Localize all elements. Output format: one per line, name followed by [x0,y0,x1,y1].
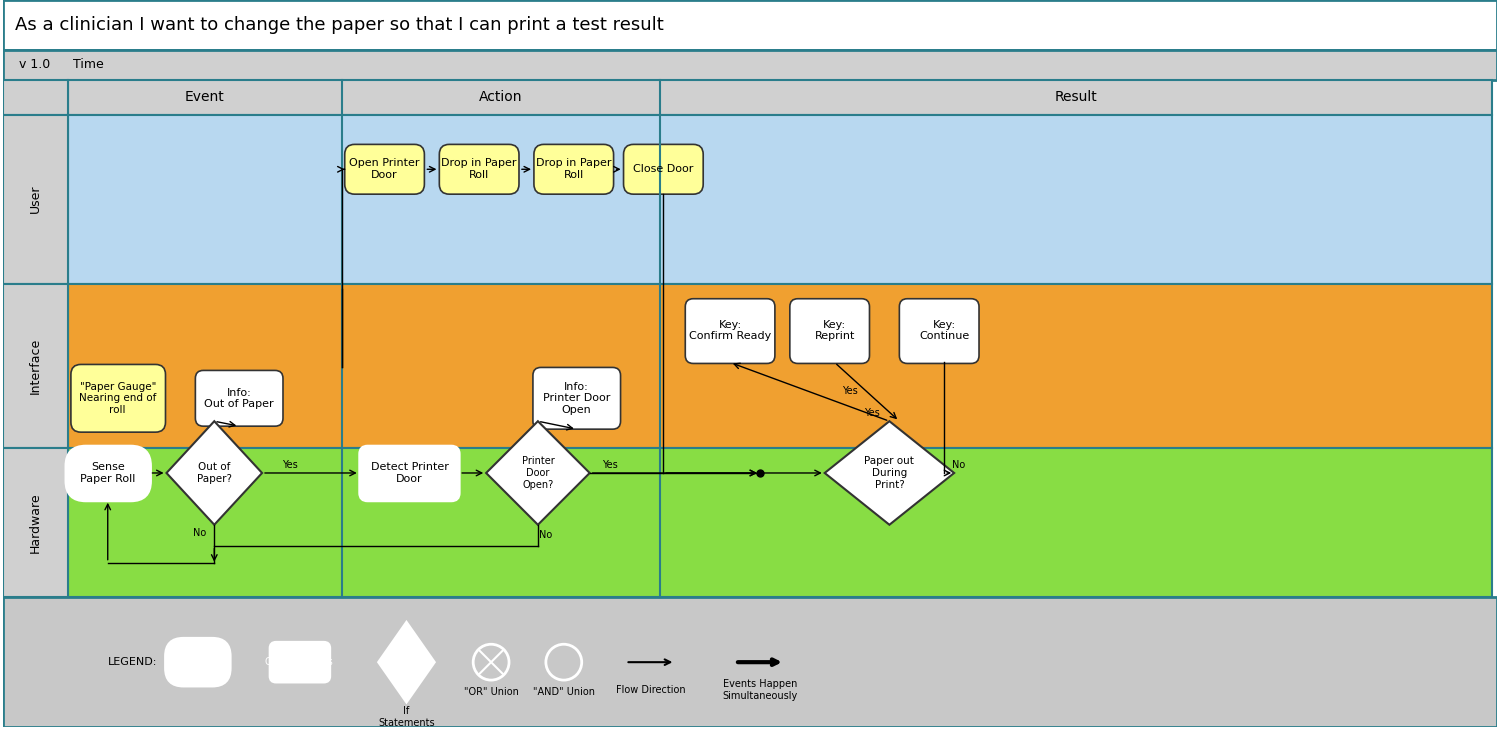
Text: Action: Action [480,90,524,104]
Bar [3,115,68,284]
Text: No: No [538,530,552,539]
Text: General Tasks: General Tasks [266,657,333,667]
FancyBboxPatch shape [686,299,776,364]
Text: Interface: Interface [28,338,42,394]
FancyBboxPatch shape [624,145,704,194]
Polygon shape [486,421,590,525]
Text: "OR" Union: "OR" Union [464,687,519,697]
Bar [3,448,68,597]
Text: As a clinician I want to change the paper so that I can print a test result: As a clinician I want to change the pape… [15,16,664,34]
FancyBboxPatch shape [70,364,165,432]
Text: v 1.0: v 1.0 [20,58,51,72]
Text: Event: Event [184,90,225,104]
Text: User: User [28,185,42,213]
Bar [3,284,68,448]
Bar [3,0,1497,50]
Text: Flow Direction: Flow Direction [615,685,686,695]
Bar [68,115,1492,284]
Text: Close Door: Close Door [633,164,693,174]
Bar [3,50,1497,80]
Text: "AND" Union: "AND" Union [532,687,596,697]
Text: Key:
Confirm Ready: Key: Confirm Ready [688,320,771,342]
FancyBboxPatch shape [440,145,519,194]
Text: Key:
Reprint: Key: Reprint [815,320,855,342]
Text: Info:
Out of Paper: Info: Out of Paper [204,388,274,409]
Text: Yes: Yes [602,460,618,470]
Text: Printer
Door
Open?: Printer Door Open? [522,456,555,490]
Text: Drop in Paper
Roll: Drop in Paper Roll [536,158,612,180]
Text: Result: Result [1054,90,1098,104]
Polygon shape [825,421,954,525]
Text: Out of
Paper?: Out of Paper? [196,462,232,484]
FancyBboxPatch shape [345,145,424,194]
Text: No: No [192,528,206,538]
Text: Yes: Yes [864,408,879,418]
Bar [68,448,1492,597]
Bar [68,80,1492,115]
FancyBboxPatch shape [270,642,330,682]
FancyBboxPatch shape [360,446,459,501]
Text: Key:
Continue: Key: Continue [920,320,969,342]
Text: Detect Printer
Door: Detect Printer Door [370,462,448,484]
Text: Drop in Paper
Roll: Drop in Paper Roll [441,158,518,180]
Text: Hardware: Hardware [28,493,42,553]
FancyBboxPatch shape [534,145,614,194]
Text: "Paper Gauge"
Nearing end of
roll: "Paper Gauge" Nearing end of roll [80,382,156,415]
Bar [3,80,68,115]
Text: LEGEND:: LEGEND: [108,657,158,667]
Text: Info:
Printer Door
Open: Info: Printer Door Open [543,382,610,415]
Text: Open Printer
Door: Open Printer Door [350,158,420,180]
Polygon shape [166,421,262,525]
Text: Paper out
During
Print?: Paper out During Print? [864,456,915,490]
Text: Yes: Yes [282,460,298,470]
FancyBboxPatch shape [66,446,150,501]
FancyBboxPatch shape [165,638,230,686]
Text: Entry or Exit
Point: Entry or Exit Point [166,651,228,673]
FancyBboxPatch shape [195,370,284,426]
FancyBboxPatch shape [532,367,621,429]
FancyBboxPatch shape [790,299,870,364]
FancyBboxPatch shape [900,299,980,364]
Text: Sense
Paper Roll: Sense Paper Roll [80,462,135,484]
Text: If
Statements: If Statements [378,706,435,728]
Polygon shape [378,623,435,702]
Bar [68,284,1492,448]
Text: No: No [952,460,966,470]
Text: Yes: Yes [842,386,858,396]
Bar [3,597,1497,727]
Text: Time: Time [74,58,104,72]
Text: Events Happen
Simultaneously: Events Happen Simultaneously [723,679,798,701]
